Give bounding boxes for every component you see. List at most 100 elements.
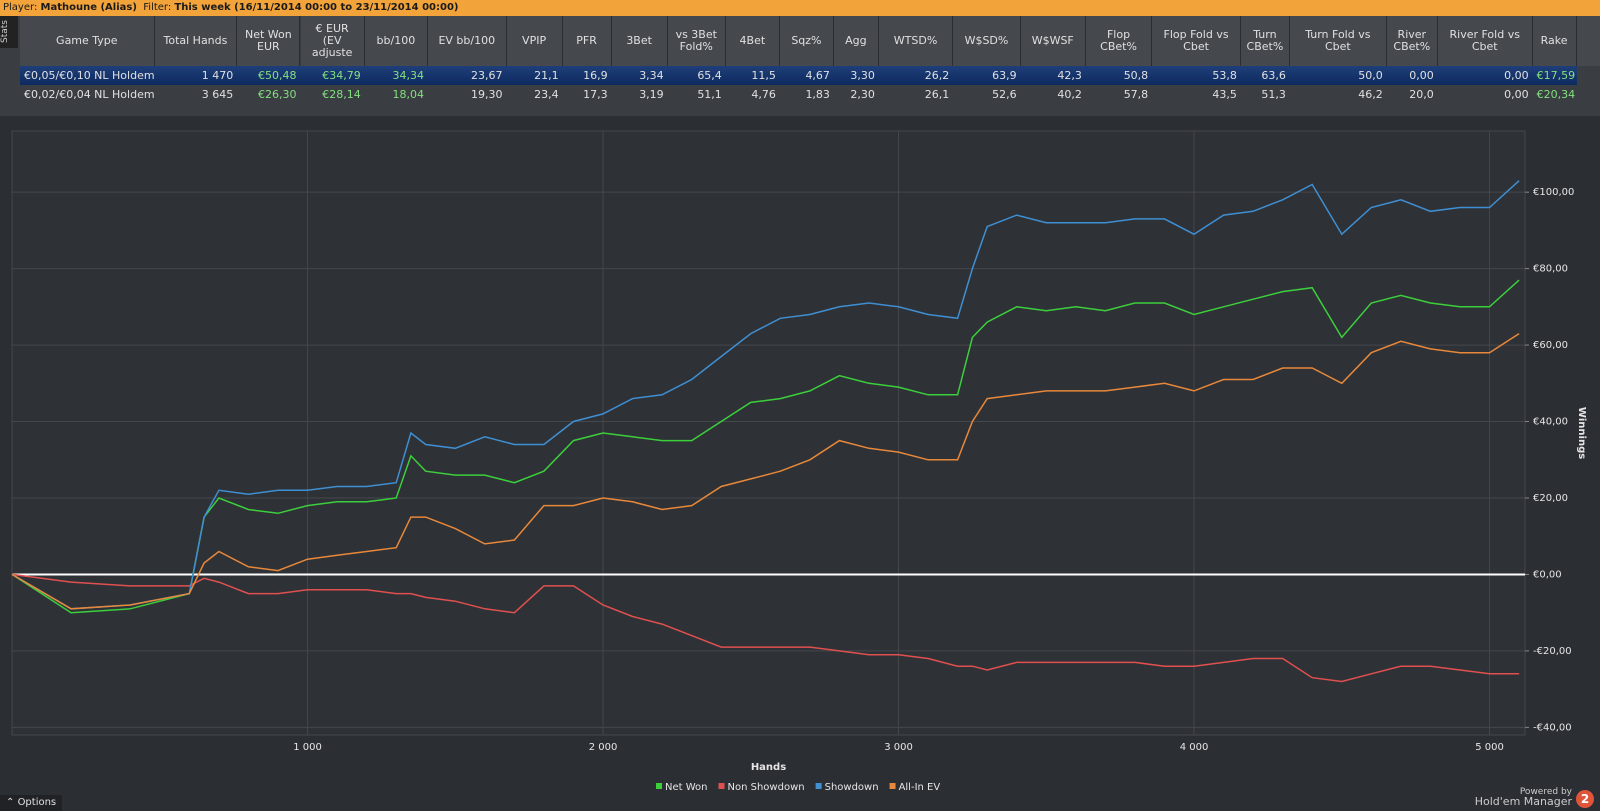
column-header[interactable]: 4Bet — [725, 16, 780, 66]
table-cell: 26,2 — [924, 69, 950, 82]
column-header[interactable]: Rake — [1532, 16, 1577, 66]
y-tick-label: -€20,00 — [1533, 646, 1572, 657]
plot-area — [11, 130, 1526, 736]
table-cell: 3,30 — [850, 69, 875, 82]
table-cell: €26,30 — [257, 88, 297, 101]
column-header[interactable]: € EUR (EV adjuste — [300, 16, 365, 66]
x-tick-label: 5 000 — [1475, 742, 1504, 753]
column-header[interactable]: W$WSF — [1020, 16, 1086, 66]
y-tick-label: €60,00 — [1533, 340, 1568, 351]
series-line — [11, 180, 1520, 610]
legend-label: All-In EV — [899, 782, 941, 793]
column-header[interactable]: WTSD% — [878, 16, 954, 66]
y-tick-label: €80,00 — [1533, 264, 1568, 275]
table-cell: 34,34 — [392, 69, 424, 82]
column-header[interactable]: EV bb/100 — [428, 16, 507, 66]
x-tick-label: 4 000 — [1180, 742, 1209, 753]
table-cell: 53,8 — [1212, 69, 1237, 82]
table-cell: 52,6 — [992, 88, 1017, 101]
column-header[interactable]: River Fold vs Cbet — [1437, 16, 1533, 66]
series-line — [11, 279, 1520, 614]
table-cell: €17,59 — [1536, 69, 1576, 82]
table-cell: 17,3 — [583, 88, 608, 101]
table-cell: €20,34 — [1536, 88, 1576, 101]
table-cell: 3,19 — [639, 88, 664, 101]
header-filler — [1576, 16, 1600, 66]
y-tick-label: €20,00 — [1533, 493, 1568, 504]
legend-label: Non Showdown — [728, 782, 805, 793]
table-cell: 65,4 — [697, 69, 722, 82]
table-cell: 40,2 — [1057, 88, 1082, 101]
table-cell: 46,2 — [1358, 88, 1383, 101]
column-header[interactable]: Sqz% — [779, 16, 834, 66]
column-header[interactable]: bb/100 — [364, 16, 428, 66]
legend-label: Showdown — [825, 782, 879, 793]
column-header[interactable]: 3Bet — [611, 16, 668, 66]
column-header[interactable]: PFR — [562, 16, 612, 66]
table-cell: 0,00 — [1504, 88, 1529, 101]
table-cell: 21,1 — [534, 69, 559, 82]
player-name[interactable]: Mathoune (Alias) — [40, 2, 137, 13]
column-header[interactable]: Net Won EUR — [237, 16, 301, 66]
legend-label: Net Won — [665, 782, 708, 793]
column-header[interactable]: vs 3Bet Fold% — [667, 16, 726, 66]
table-cell: 23,4 — [534, 88, 559, 101]
table-cell: 42,3 — [1057, 69, 1082, 82]
filter-value[interactable]: This week (16/11/2014 00:00 to 23/11/201… — [174, 2, 459, 13]
table-cell: €50,48 — [257, 69, 297, 82]
column-header[interactable]: Turn CBet% — [1240, 16, 1290, 66]
table-cell: 11,5 — [751, 69, 776, 82]
x-axis-label: Hands — [751, 762, 786, 773]
table-cell: 20,0 — [1409, 88, 1434, 101]
powered-by: Powered by — [1519, 787, 1572, 797]
table-cell: 51,1 — [697, 88, 722, 101]
table-cell: €0,02/€0,04 NL Holdem — [24, 88, 155, 101]
chart: €100,00 €80,00 €60,00 €40,00 €20,00 €0,00 -€20… — [0, 116, 1600, 795]
table-cell: €34,79 — [322, 69, 361, 82]
table-cell: 16,9 — [583, 69, 608, 82]
table-cell: 18,04 — [392, 88, 424, 101]
series-line — [11, 332, 1520, 610]
table-row[interactable] — [20, 66, 1577, 85]
column-header[interactable]: Flop Fold vs Cbet — [1152, 16, 1241, 66]
column-header[interactable]: VPIP — [506, 16, 563, 66]
table-cell: 63,6 — [1261, 69, 1286, 82]
y-tick-label: €100,00 — [1533, 187, 1574, 198]
stats-tab[interactable]: Stats — [0, 16, 18, 48]
column-header[interactable]: Flop CBet% — [1085, 16, 1153, 66]
table-cell: 4,76 — [751, 88, 776, 101]
legend-swatch — [815, 783, 822, 789]
column-header[interactable]: Agg — [833, 16, 879, 66]
table-cell: 19,30 — [471, 88, 503, 101]
table-cell: €28,14 — [322, 88, 361, 101]
x-tick-label: 2 000 — [589, 742, 618, 753]
series-line — [11, 573, 1520, 683]
column-header[interactable]: River CBet% — [1386, 16, 1438, 66]
column-header[interactable]: W$SD% — [953, 16, 1021, 66]
legend-swatch — [718, 783, 725, 789]
table-cell: 4,67 — [805, 69, 830, 82]
column-header[interactable]: Game Type — [20, 16, 155, 66]
column-header[interactable]: Turn Fold vs Cbet — [1289, 16, 1387, 66]
table-cell: 23,67 — [471, 69, 503, 82]
y-tick-label: €40,00 — [1533, 417, 1568, 428]
x-tick-label: 3 000 — [884, 742, 913, 753]
table-cell: €0,05/€0,10 NL Holdem — [24, 69, 155, 82]
options-button[interactable]: ⌃ Options — [0, 795, 62, 811]
brand-badge: 2 — [1576, 790, 1594, 808]
brand: Powered by Hold'em Manager — [1475, 787, 1572, 807]
table-cell: 1,83 — [805, 88, 830, 101]
options-label[interactable]: Options — [17, 797, 57, 808]
stats-table: Stats Game Type Total Hands Net Won EUR € E… — [0, 16, 1600, 116]
legend-swatch — [889, 783, 896, 789]
table-cell: 3,34 — [639, 69, 664, 82]
legend-swatch — [656, 783, 662, 789]
table-cell: 50,0 — [1358, 69, 1383, 82]
column-header[interactable]: Total Hands — [154, 16, 238, 66]
table-cell: 51,3 — [1261, 88, 1286, 101]
brand-name: Hold'em Manager — [1474, 795, 1572, 808]
table-cell: 57,8 — [1123, 88, 1149, 101]
table-cell: 50,8 — [1123, 69, 1149, 82]
table-cell: 43,5 — [1212, 88, 1237, 101]
